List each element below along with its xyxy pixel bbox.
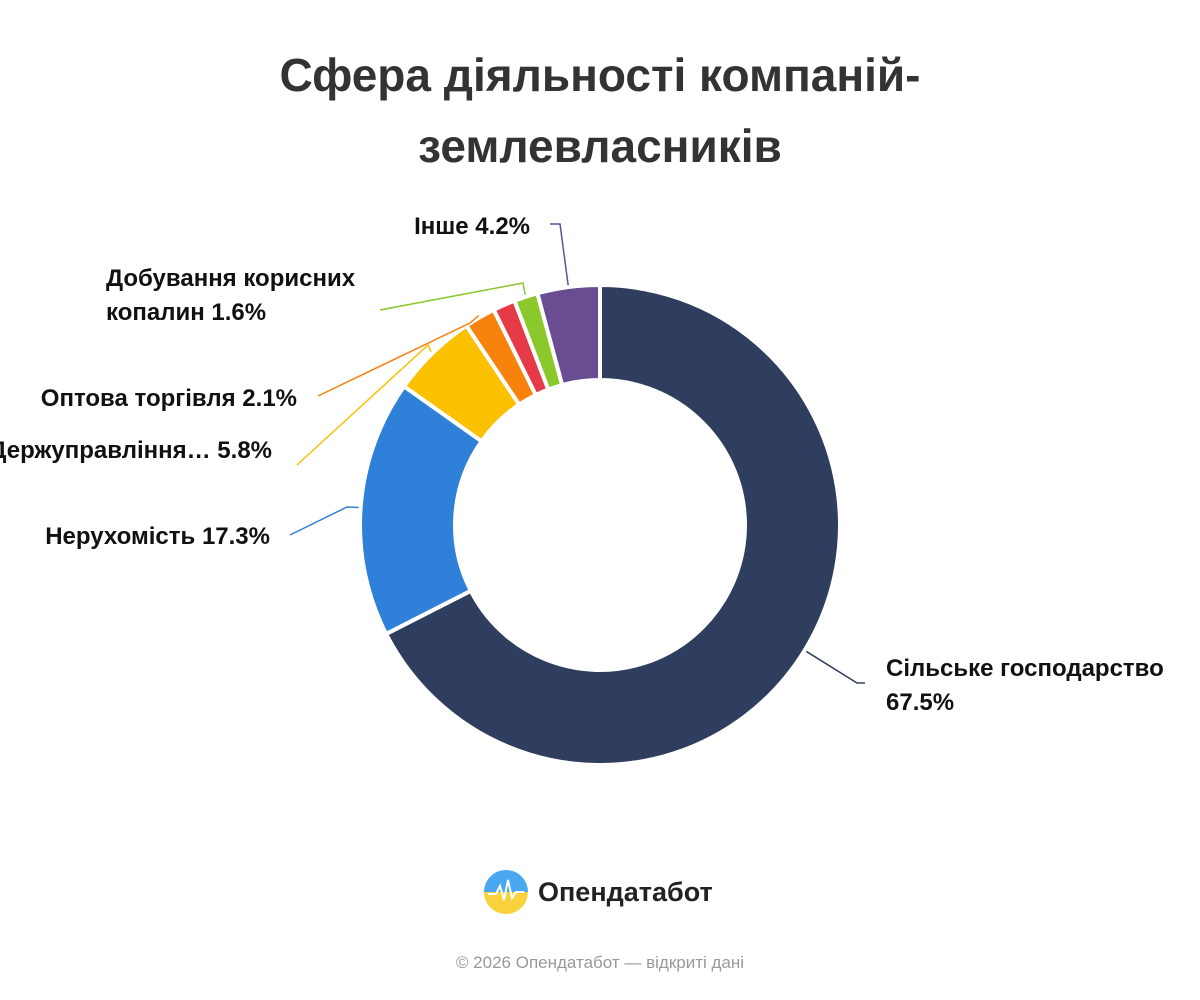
slice-label: Інше 4.2% [414, 210, 530, 244]
leader-line [296, 343, 432, 466]
value-label: 5.8% [217, 437, 272, 464]
value-label: 1.6% [211, 299, 267, 326]
value-label: 4.2% [475, 213, 530, 240]
donut-slice [384, 283, 842, 767]
slice-label: Сільське господарство 67.5% [886, 652, 1176, 720]
value-label: 2.1% [242, 385, 297, 412]
chart-title: Сфера діяльності компаній-землевласників [279, 49, 921, 172]
slice-label: Держуправління… 5.8% [0, 434, 272, 468]
logo: Опендатабот [484, 870, 713, 914]
slice-label: Добування корисних копалин 1.6% [106, 262, 376, 330]
leader-line [379, 282, 526, 311]
slice-label: Нерухомість 17.3% [45, 520, 270, 554]
logo-text: Опендатабот [538, 876, 713, 907]
category-name: Нерухомість [45, 523, 196, 550]
footer: © 2026 Опендатабот — відкриті дані [455, 953, 745, 972]
category-name: Добування корисних копалин [106, 265, 356, 326]
category-name: Держуправління… [0, 437, 211, 464]
category-name: Оптова торгівля [40, 385, 236, 412]
slice-label: Оптова торгівля 2.1% [41, 382, 297, 416]
donut-slice [535, 283, 602, 388]
category-name: Інше [414, 213, 469, 240]
donut-slice [358, 384, 484, 636]
value-label: 67.5% [886, 689, 955, 716]
value-label: 17.3% [201, 523, 270, 550]
leader-line [805, 650, 865, 684]
leader-line [289, 506, 359, 536]
leader-line [317, 314, 480, 397]
logo-icon [484, 870, 528, 914]
leader-line [550, 223, 569, 286]
category-name: Сільське господарство [886, 655, 1164, 682]
